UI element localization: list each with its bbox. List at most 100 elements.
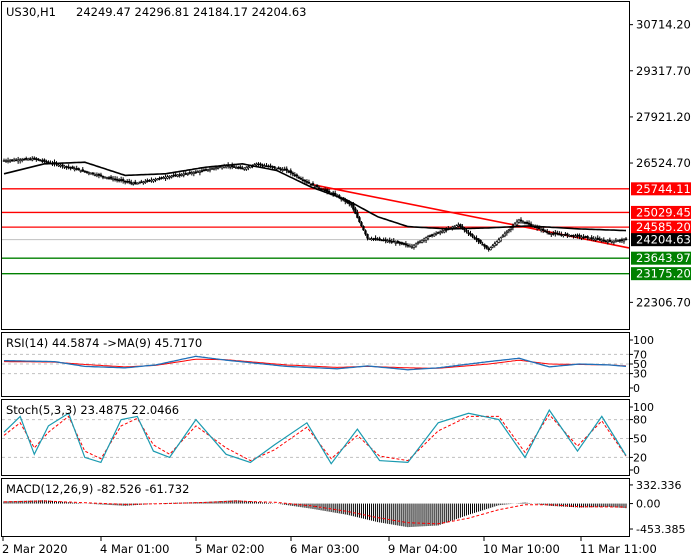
- candle-body: [12, 159, 16, 162]
- candle-body: [305, 181, 309, 183]
- candle-body: [263, 165, 266, 167]
- resistance-level-badge-bg: [631, 220, 691, 234]
- candle-body: [439, 231, 442, 234]
- candle-body: [65, 166, 68, 168]
- candle-body: [624, 238, 628, 241]
- candle-body: [261, 164, 264, 167]
- candle-body: [192, 172, 196, 174]
- candle-body: [125, 181, 129, 183]
- candle-body: [352, 204, 355, 210]
- candle-body: [529, 223, 533, 226]
- chart-title: US30,H1: [6, 5, 56, 19]
- main-panel-frame: [1, 1, 630, 330]
- candle-body: [81, 169, 84, 172]
- candle-body: [190, 172, 194, 175]
- candle-body: [384, 239, 387, 242]
- candle-body: [283, 168, 286, 171]
- candle-body: [6, 160, 10, 162]
- candle-body: [150, 179, 153, 182]
- candle-body: [71, 166, 74, 169]
- candle-body: [481, 243, 484, 246]
- candle-body: [515, 221, 519, 226]
- candle-body: [158, 177, 161, 180]
- candle-body: [103, 176, 107, 179]
- candle-body: [582, 236, 585, 239]
- candle-body: [558, 233, 561, 236]
- candle-body: [41, 160, 44, 162]
- candle-body: [111, 178, 115, 181]
- candle-body: [418, 241, 422, 243]
- candle-body: [89, 172, 93, 175]
- time-axis-label: 4 Mar 01:00: [100, 542, 169, 556]
- candle-body: [364, 230, 367, 235]
- candle-body: [279, 168, 282, 170]
- candle-body: [497, 239, 500, 243]
- candle-body: [142, 181, 145, 184]
- candle-body: [45, 161, 48, 163]
- candle-body: [218, 166, 222, 169]
- candle-body: [366, 234, 369, 239]
- candle-body: [424, 237, 428, 241]
- candle-body: [188, 172, 191, 174]
- candle-body: [29, 158, 32, 160]
- candle-body: [105, 177, 109, 179]
- candle-body: [556, 232, 559, 235]
- candle-body: [287, 170, 290, 173]
- candle-body: [27, 158, 30, 161]
- candle-body: [202, 169, 206, 172]
- candle-body: [182, 173, 185, 176]
- candle-body: [95, 174, 99, 177]
- candle-body: [598, 238, 601, 241]
- candle-body: [568, 235, 571, 237]
- candle-body: [138, 182, 141, 185]
- candle-body: [596, 237, 599, 240]
- candle-body: [523, 222, 527, 224]
- price-axis-label: 30714.20: [636, 18, 691, 32]
- candle-body: [307, 181, 311, 184]
- rsi-axis-label: 0: [633, 382, 640, 395]
- price-axis-label: 29317.70: [636, 64, 691, 78]
- candle-body: [610, 240, 614, 243]
- candle-body: [265, 165, 268, 168]
- rsi-line: [3, 355, 627, 371]
- candle-body: [612, 240, 616, 243]
- candle-body: [97, 174, 101, 176]
- candle-body: [434, 233, 438, 235]
- candle-body: [604, 240, 607, 243]
- candle-body: [594, 238, 597, 241]
- candle-body: [554, 232, 557, 235]
- candle-body: [382, 239, 385, 242]
- candle-body: [130, 182, 133, 184]
- candle-body: [606, 240, 610, 243]
- candle-body: [614, 240, 618, 243]
- candle-body: [43, 159, 46, 162]
- candle-body: [172, 174, 175, 177]
- candle-body: [443, 230, 446, 233]
- candle-body: [245, 167, 248, 170]
- candle-body: [31, 158, 34, 161]
- resistance-level-badge: 25744.11: [636, 182, 691, 196]
- candle-body: [479, 240, 482, 244]
- candle-body: [77, 168, 80, 171]
- candle-body: [247, 166, 250, 168]
- candle-body: [164, 176, 167, 179]
- candle-body: [388, 240, 391, 242]
- stoch-axis-label: 0: [633, 464, 640, 477]
- candle-body: [2, 160, 6, 162]
- candle-body: [35, 158, 38, 160]
- stoch-main-line: [3, 408, 627, 465]
- candle-body: [570, 235, 573, 237]
- candle-body: [548, 232, 551, 235]
- candle-body: [85, 171, 89, 173]
- candle-body: [489, 247, 492, 251]
- candle-body: [91, 172, 95, 175]
- candle-body: [243, 167, 246, 170]
- candle-body: [392, 240, 395, 243]
- candle-body: [344, 200, 347, 202]
- candle-body: [285, 168, 288, 171]
- candle-body: [16, 159, 20, 162]
- candle-body: [233, 166, 236, 168]
- candle-body: [426, 236, 430, 239]
- candle-body: [123, 180, 127, 183]
